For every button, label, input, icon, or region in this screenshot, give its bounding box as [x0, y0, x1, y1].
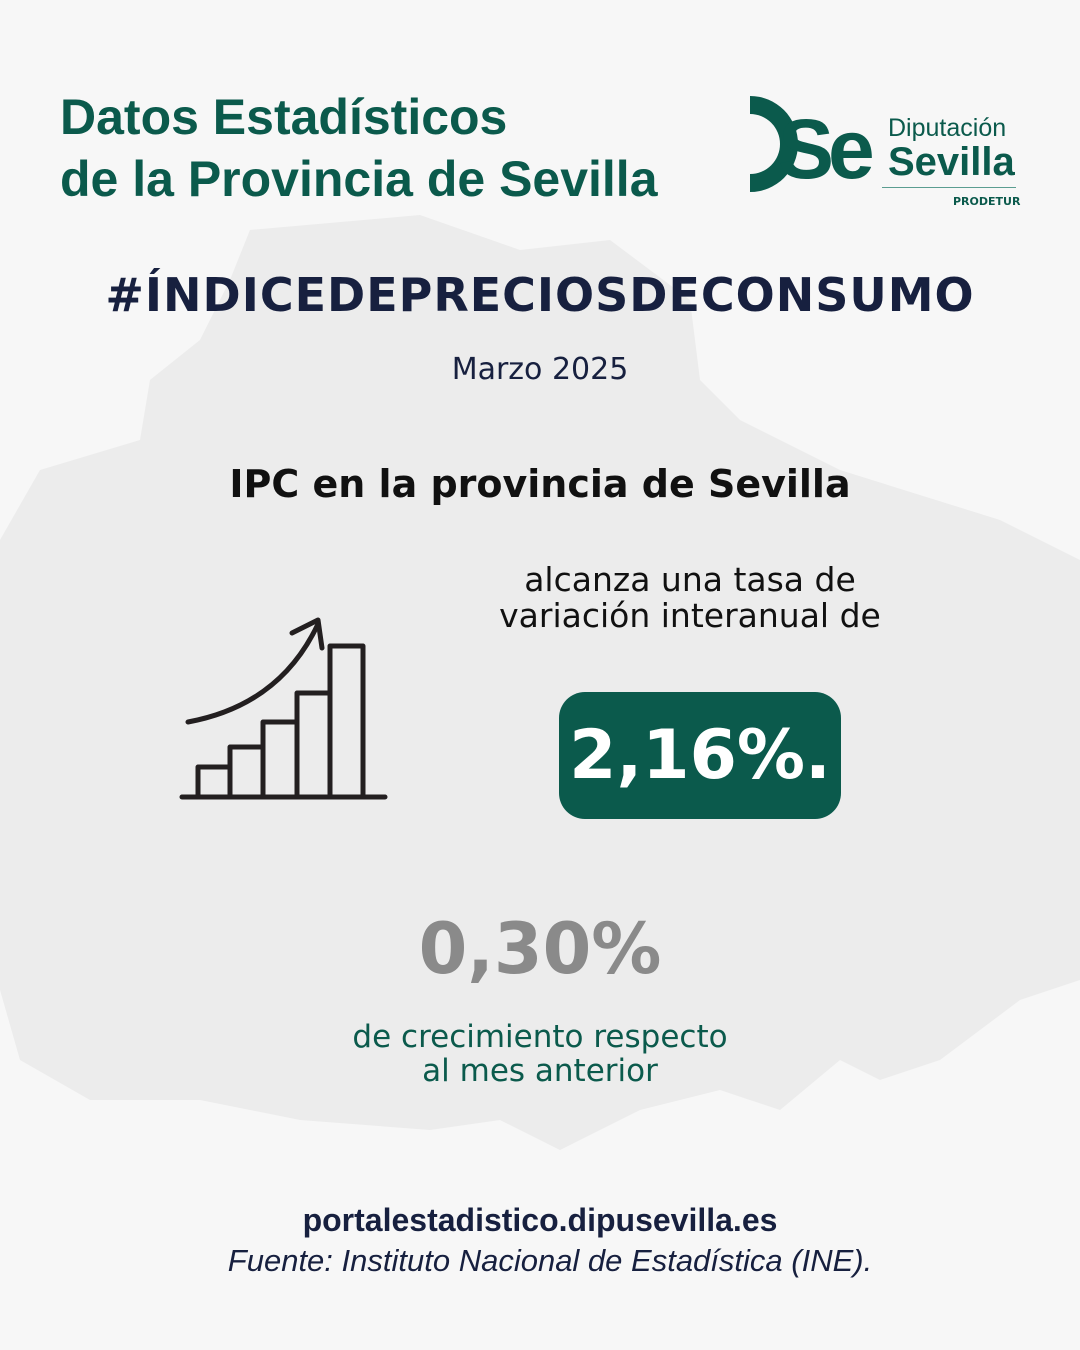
logo-divider — [882, 187, 1016, 188]
rate-text-line-1: alcanza una tasa de — [524, 560, 856, 599]
page-title: Datos Estadísticos de la Provincia de Se… — [60, 86, 658, 210]
subtitle: IPC en la provincia de Sevilla — [229, 462, 851, 506]
monthly-text-line-2: al mes anterior — [422, 1053, 658, 1089]
logo-diputacion: Diputación — [888, 114, 1007, 142]
monthly-rate: 0,30% — [418, 908, 662, 990]
date: Marzo 2025 — [451, 352, 629, 387]
logo-prodetur: PRODETUR — [953, 195, 1021, 208]
growth-chart-icon — [179, 617, 388, 800]
monthly-description: de crecimiento respecto al mes anterior — [0, 1020, 1080, 1088]
svg-text:Se: Se — [778, 102, 872, 194]
monthly-text-line-1: de crecimiento respecto — [352, 1019, 728, 1055]
rate-description: alcanza una tasa de variación interanual… — [460, 562, 920, 634]
portal-url[interactable]: portalestadistico.dipusevilla.es — [302, 1202, 778, 1238]
source-note: Fuente: Instituto Nacional de Estadístic… — [227, 1243, 873, 1278]
logo-sevilla: Sevilla — [888, 140, 1015, 184]
diputacion-logo-mark: Se — [750, 96, 878, 194]
annual-rate-badge: 2,16%. — [559, 692, 841, 819]
title-line-2: de la Provincia de Sevilla — [60, 151, 658, 207]
hashtag: #ÍNDICEDEPRECIOSDECONSUMO — [105, 268, 975, 322]
rate-text-line-2: variación interanual de — [499, 596, 881, 635]
title-line-1: Datos Estadísticos — [60, 89, 508, 145]
